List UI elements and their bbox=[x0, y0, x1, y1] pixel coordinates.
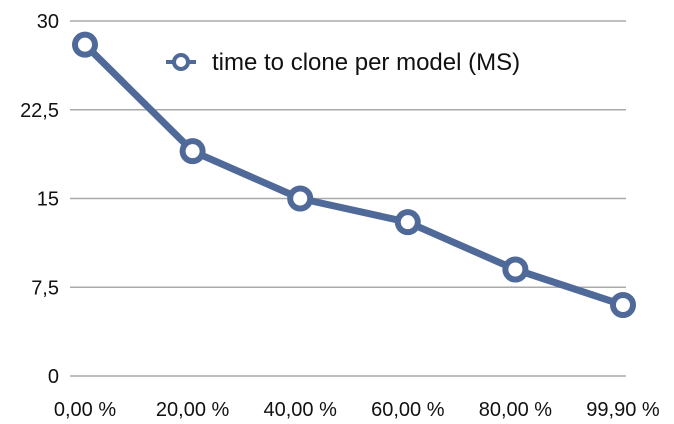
x-tick-label: 60,00 % bbox=[371, 399, 445, 421]
data-point-marker bbox=[179, 138, 206, 165]
x-tick-label: 0,00 % bbox=[54, 399, 116, 421]
x-tick-label: 20,00 % bbox=[156, 399, 230, 421]
y-tick-label: 30 bbox=[37, 11, 59, 33]
y-axis-tick-labels: 0 7,5 15 22,5 30 bbox=[20, 11, 59, 388]
y-tick-label: 0 bbox=[48, 366, 59, 388]
series-line bbox=[81, 41, 627, 309]
y-tick-label: 15 bbox=[37, 189, 59, 211]
x-tick-label: 99,90 % bbox=[586, 399, 660, 421]
data-point-marker bbox=[502, 256, 529, 283]
data-point-marker bbox=[72, 31, 98, 58]
data-point-marker bbox=[394, 209, 421, 236]
y-tick-label: 22,5 bbox=[20, 100, 59, 122]
x-tick-label: 40,00 % bbox=[264, 399, 338, 421]
legend: time to clone per model (MS) bbox=[166, 49, 520, 76]
series-line-group bbox=[72, 31, 636, 318]
legend-marker bbox=[172, 53, 190, 71]
grid-lines bbox=[70, 20, 626, 377]
data-point-marker bbox=[287, 185, 314, 212]
x-tick-label: 80,00 % bbox=[479, 399, 553, 421]
data-point-marker bbox=[610, 292, 636, 318]
legend-label: time to clone per model (MS) bbox=[212, 49, 520, 76]
y-tick-label: 7,5 bbox=[31, 277, 59, 299]
x-axis-tick-labels: 0,00 % 20,00 % 40,00 % 60,00 % 80,00 % 99,90 … bbox=[54, 399, 660, 421]
